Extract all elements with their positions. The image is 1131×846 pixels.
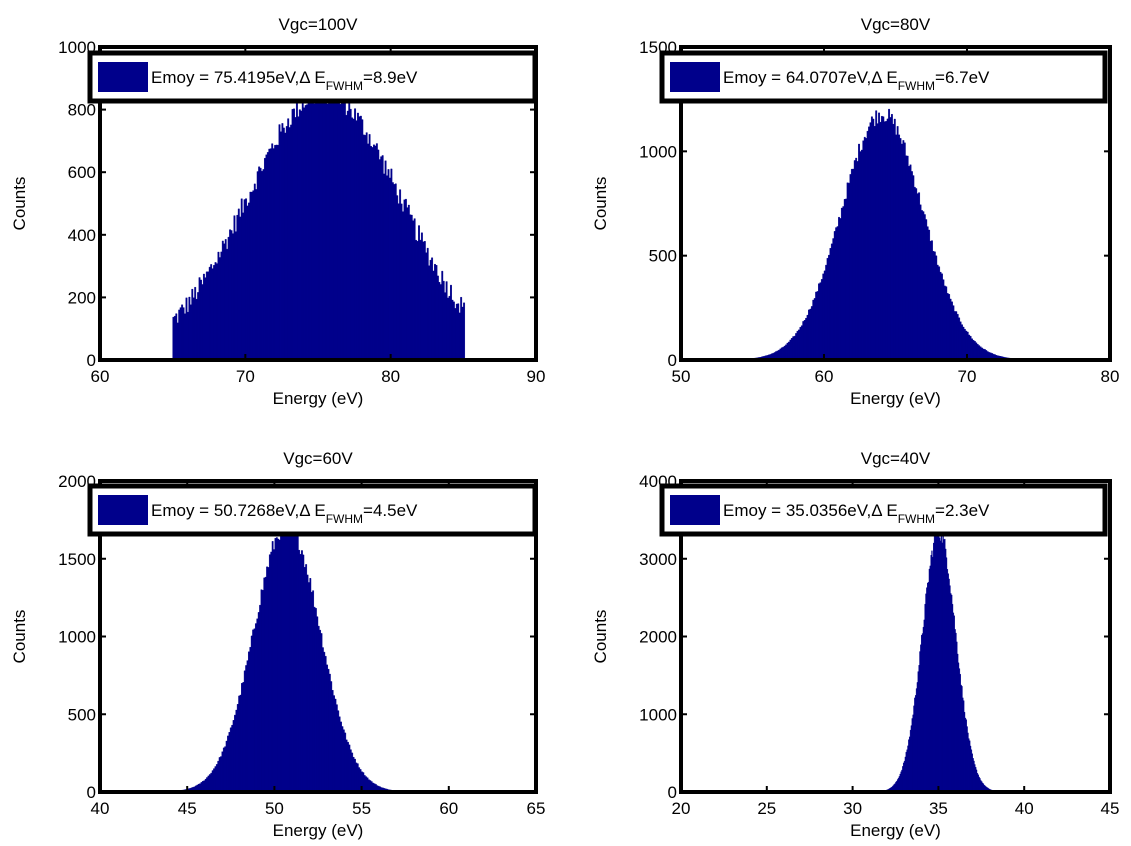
legend-box [659, 50, 1108, 104]
x-axis-label: Energy (eV) [273, 389, 364, 408]
x-tick-label: 70 [958, 367, 977, 386]
legend-swatch [670, 62, 720, 92]
legend-label-subscript: FWHM [898, 79, 935, 93]
histogram-bars [869, 525, 1009, 793]
y-tick-label: 0 [87, 783, 96, 802]
chart-title: Vgc=80V [861, 15, 931, 34]
y-tick-label: 600 [68, 163, 96, 182]
y-axis-label: Counts [591, 610, 610, 664]
chart-title: Vgc=40V [861, 449, 931, 468]
y-axis-label: Counts [10, 610, 29, 664]
legend-label-suffix: =6.7eV [935, 68, 990, 87]
y-tick-label: 0 [668, 351, 677, 370]
x-tick-label: 55 [352, 799, 371, 818]
y-tick-label: 1000 [58, 38, 96, 57]
x-axis-label: Energy (eV) [850, 821, 941, 840]
y-tick-label: 500 [649, 247, 677, 266]
y-tick-label: 400 [68, 226, 96, 245]
y-tick-label: 500 [68, 705, 96, 724]
legend-label-subscript: FWHM [326, 79, 363, 93]
x-tick-label: 60 [91, 367, 110, 386]
histogram-bars [172, 84, 465, 361]
chart-title: Vgc=100V [279, 15, 359, 34]
subplot-1: 60 70 80 90 0 200 400 600 800 1000 Vgc=100V Energy … [10, 15, 545, 408]
legend-label: Emoy = 64.0707eV,Δ EFWHM=6.7eV [723, 68, 990, 93]
legend-label-subscript: FWHM [326, 512, 363, 526]
y-tick-label: 1000 [639, 142, 677, 161]
x-tick-label: 60 [439, 799, 458, 818]
legend-label: Emoy = 75.4195eV,Δ EFWHM=8.9eV [151, 68, 418, 93]
legend-label-main: Emoy = 75.4195eV,Δ E [151, 68, 326, 87]
y-tick-label: 0 [668, 783, 677, 802]
y-axis-label: Counts [10, 177, 29, 231]
legend-label-main: Emoy = 35.0356eV,Δ E [723, 501, 898, 520]
legend-label-suffix: =2.3eV [935, 501, 990, 520]
legend: Emoy = 64.0707eV,Δ EFWHM=6.7eV [659, 50, 1108, 104]
y-tick-label: 200 [68, 288, 96, 307]
legend: Emoy = 35.0356eV,Δ EFWHM=2.3eV [659, 483, 1108, 537]
legend-label: Emoy = 50.7268eV,Δ EFWHM=4.5eV [151, 501, 418, 526]
legend-label-main: Emoy = 64.0707eV,Δ E [723, 68, 898, 87]
legend-label-main: Emoy = 50.7268eV,Δ E [151, 501, 326, 520]
subplot-4: 20 25 30 35 40 4501000200030004000Vgc=40VEner… [591, 449, 1119, 840]
histogram-bar [869, 525, 1009, 793]
legend: Emoy = 50.7268eV,Δ EFWHM=4.5eV [87, 483, 538, 537]
legend-label-suffix: =8.9eV [363, 68, 418, 87]
legend-swatch [670, 495, 720, 525]
x-tick-label: 45 [178, 799, 197, 818]
legend-swatch [98, 495, 148, 525]
x-tick-label: 40 [1015, 799, 1034, 818]
chart-title: Vgc=60V [283, 449, 353, 468]
legend-box [87, 50, 538, 104]
histogram-bar [178, 516, 415, 793]
y-tick-label: 1500 [58, 550, 96, 569]
x-tick-label: 50 [265, 799, 284, 818]
legend: Emoy = 75.4195eV,Δ EFWHM=8.9eV [87, 50, 538, 104]
axes-box [679, 45, 1112, 362]
legend-box [87, 483, 538, 537]
y-axis-label: Counts [591, 177, 610, 231]
histogram-bars [178, 516, 415, 793]
x-tick-label: 90 [527, 367, 546, 386]
legend-box [659, 483, 1108, 537]
x-axis-label: Energy (eV) [273, 821, 364, 840]
x-tick-label: 30 [843, 799, 862, 818]
x-tick-label: 60 [815, 367, 834, 386]
histogram-bars [738, 108, 1041, 361]
x-tick-label: 40 [91, 799, 110, 818]
x-tick-label: 45 [1101, 799, 1120, 818]
x-tick-label: 80 [381, 367, 400, 386]
x-axis-label: Energy (eV) [850, 389, 941, 408]
legend-label-subscript: FWHM [898, 512, 935, 526]
x-tick-label: 80 [1101, 367, 1120, 386]
y-tick-label: 3000 [639, 550, 677, 569]
y-tick-label: 2000 [639, 628, 677, 647]
y-tick-label: 0 [87, 351, 96, 370]
legend-label: Emoy = 35.0356eV,Δ EFWHM=2.3eV [723, 501, 990, 526]
x-tick-label: 25 [757, 799, 776, 818]
y-tick-label: 1000 [58, 628, 96, 647]
x-tick-label: 70 [236, 367, 255, 386]
histogram-bar [172, 84, 465, 361]
y-tick-label: 1000 [639, 705, 677, 724]
y-tick-label: 2000 [58, 472, 96, 491]
x-tick-label: 35 [929, 799, 948, 818]
x-tick-label: 65 [527, 799, 546, 818]
subplot-3: 40 45 50 55 60 65 0 500 1000 1500 2000 Vgc=60V Energ… [10, 449, 545, 840]
histogram-bar [738, 108, 1041, 361]
x-tick-label: 50 [672, 367, 691, 386]
legend-label-suffix: =4.5eV [363, 501, 418, 520]
axes-box [98, 45, 538, 362]
x-tick-label: 20 [672, 799, 691, 818]
y-tick-label: 800 [68, 101, 96, 120]
legend-swatch [98, 62, 148, 92]
